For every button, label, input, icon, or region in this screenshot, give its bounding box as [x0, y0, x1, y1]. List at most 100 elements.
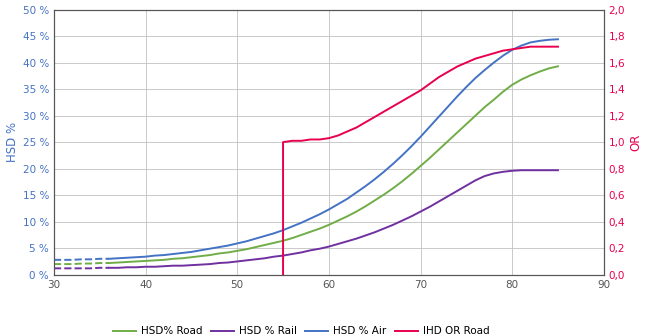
- HSD % Air: [481, 68, 489, 72]
- IHD OR Road: [454, 65, 461, 69]
- HSD % Air: [454, 94, 461, 98]
- HSD% Road: [417, 164, 424, 168]
- HSD% Road: [499, 90, 507, 94]
- HSD % Rail: [536, 168, 544, 172]
- HSD % Air: [499, 54, 507, 58]
- HSD % Rail: [490, 172, 498, 176]
- HSD % Rail: [288, 252, 296, 256]
- HSD % Rail: [554, 168, 562, 172]
- IHD OR Road: [463, 61, 470, 65]
- HSD % Air: [169, 252, 177, 256]
- HSD% Road: [389, 186, 397, 190]
- HSD % Rail: [389, 223, 397, 227]
- HSD % Air: [288, 224, 296, 228]
- IHD OR Road: [499, 49, 507, 53]
- HSD % Rail: [435, 200, 443, 204]
- HSD% Road: [399, 179, 406, 183]
- HSD % Air: [215, 245, 223, 249]
- HSD % Air: [316, 212, 323, 216]
- Legend: HSD% Road, HSD % Rail, HSD % Air, IHD OR Road: HSD% Road, HSD % Rail, HSD % Air, IHD OR…: [109, 322, 494, 335]
- HSD % Rail: [133, 265, 141, 269]
- IHD OR Road: [334, 133, 342, 137]
- HSD% Road: [490, 98, 498, 102]
- HSD% Road: [233, 249, 241, 253]
- IHD OR Road: [279, 273, 287, 277]
- HSD% Road: [353, 210, 360, 214]
- HSD% Road: [426, 156, 434, 160]
- HSD % Air: [426, 125, 434, 129]
- HSD% Road: [554, 64, 562, 68]
- Y-axis label: OR: OR: [629, 133, 642, 151]
- IHD OR Road: [316, 137, 323, 141]
- HSD% Road: [444, 139, 452, 143]
- IHD OR Road: [389, 104, 397, 108]
- HSD % Rail: [508, 169, 516, 173]
- HSD % Air: [472, 76, 480, 80]
- Line: HSD % Rail: HSD % Rail: [109, 170, 558, 268]
- HSD% Road: [151, 258, 159, 262]
- HSD% Road: [178, 256, 186, 260]
- HSD% Road: [508, 83, 516, 87]
- HSD % Rail: [362, 233, 369, 238]
- HSD % Air: [114, 256, 122, 260]
- HSD % Air: [242, 239, 250, 243]
- HSD % Rail: [463, 184, 470, 188]
- HSD% Road: [481, 105, 489, 109]
- HSD% Road: [380, 193, 388, 197]
- HSD % Rail: [233, 259, 241, 263]
- HSD % Rail: [270, 255, 278, 259]
- HSD % Rail: [380, 226, 388, 230]
- HSD % Air: [160, 253, 168, 257]
- IHD OR Road: [297, 139, 305, 143]
- HSD% Road: [343, 214, 351, 218]
- HSD % Air: [536, 39, 544, 43]
- HSD% Road: [215, 252, 223, 256]
- HSD % Rail: [224, 261, 232, 265]
- IHD OR Road: [353, 126, 360, 130]
- HSD% Road: [334, 219, 342, 223]
- IHD OR Road: [343, 130, 351, 134]
- IHD OR Road: [371, 115, 378, 119]
- IHD OR Road: [417, 88, 424, 92]
- HSD % Rail: [371, 230, 378, 234]
- HSD% Road: [297, 233, 305, 237]
- HSD% Road: [545, 66, 553, 70]
- HSD% Road: [435, 147, 443, 151]
- HSD % Rail: [261, 256, 269, 260]
- HSD % Air: [233, 242, 241, 246]
- HSD % Air: [151, 254, 159, 258]
- Line: HSD % Air: HSD % Air: [109, 39, 558, 259]
- HSD % Rail: [242, 258, 250, 262]
- IHD OR Road: [362, 120, 369, 124]
- HSD % Rail: [160, 264, 168, 268]
- HSD% Road: [307, 230, 314, 234]
- HSD % Air: [380, 170, 388, 174]
- HSD % Air: [142, 255, 150, 259]
- HSD % Rail: [123, 265, 131, 269]
- IHD OR Road: [380, 110, 388, 114]
- IHD OR Road: [545, 45, 553, 49]
- HSD % Air: [490, 61, 498, 65]
- HSD% Road: [518, 77, 526, 81]
- HSD % Air: [297, 221, 305, 225]
- HSD % Rail: [197, 263, 205, 267]
- HSD % Rail: [408, 214, 415, 218]
- HSD % Air: [371, 177, 378, 181]
- HSD % Air: [435, 115, 443, 119]
- IHD OR Road: [472, 57, 480, 61]
- IHD OR Road: [444, 70, 452, 74]
- HSD % Air: [362, 184, 369, 188]
- HSD % Rail: [481, 174, 489, 178]
- HSD% Road: [454, 131, 461, 135]
- HSD % Rail: [325, 245, 333, 249]
- IHD OR Road: [279, 140, 287, 144]
- HSD % Air: [527, 41, 535, 45]
- HSD % Air: [307, 216, 314, 220]
- HSD % Rail: [105, 266, 113, 270]
- IHD OR Road: [426, 82, 434, 86]
- Line: HSD% Road: HSD% Road: [109, 66, 558, 263]
- HSD % Air: [270, 231, 278, 236]
- HSD % Air: [389, 162, 397, 166]
- HSD% Road: [123, 260, 131, 264]
- IHD OR Road: [508, 47, 516, 51]
